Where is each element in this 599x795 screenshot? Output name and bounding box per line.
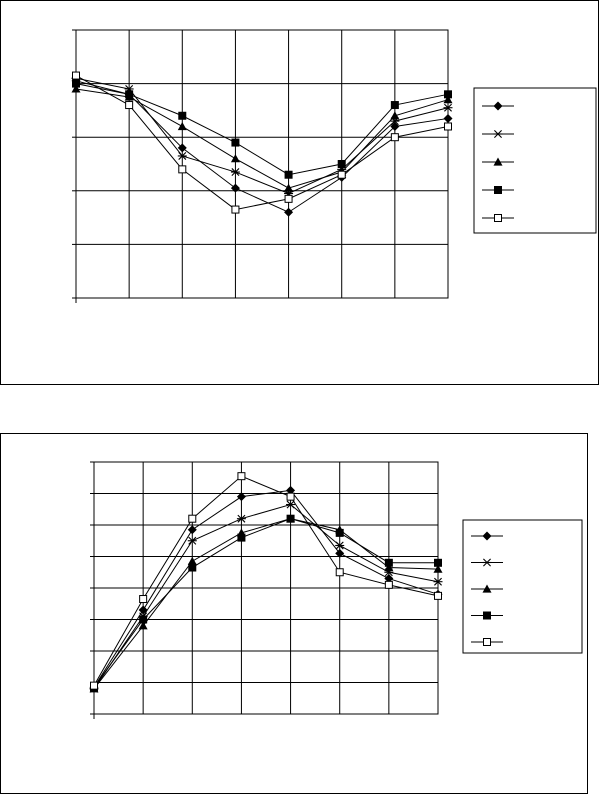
bottom-series-1-point (187, 525, 197, 535)
top-series-2-point (177, 151, 187, 160)
top-series-5-point (390, 133, 399, 142)
bottom-legend-marker-4 (483, 611, 491, 620)
bottom-series-1-point (335, 548, 345, 558)
top-legend-marker-1 (493, 101, 503, 111)
top-series-4-point (231, 138, 240, 147)
bottom-series-4-point (286, 514, 295, 523)
bottom-series-4-line (93, 518, 438, 688)
top-legend-marker-2 (493, 130, 503, 138)
top-series-4-point (337, 160, 346, 168)
top-plot-area (75, 29, 449, 299)
bottom-series-5-point (90, 681, 98, 690)
bottom-series-4-point (434, 558, 442, 567)
bottom-series-4-point (139, 615, 148, 624)
top-series-3-point (443, 95, 453, 104)
top-series-3-point (71, 84, 81, 93)
top-legend (473, 87, 597, 234)
top-series-5-line (75, 75, 449, 211)
top-series-4-line (75, 83, 449, 176)
top-series-4-point (178, 111, 187, 120)
top-legend-marker-4 (494, 186, 502, 194)
line-chart-bottom (89, 461, 583, 719)
top-series-2-line (75, 77, 449, 195)
top-series-5-point (72, 71, 80, 80)
bottom-series-5-point (384, 580, 393, 589)
top-series-5-point (125, 101, 134, 110)
bottom-series-3-point (187, 556, 197, 565)
top-series-3-point (284, 183, 294, 192)
top-series-2-point (443, 103, 453, 112)
bottom-series-1-point (236, 492, 246, 502)
top-series-4-point (444, 90, 452, 99)
top-series-4-point (390, 101, 399, 110)
bottom-series-1-line (93, 489, 439, 688)
top-series-1-point (177, 143, 187, 153)
bottom-series-3-point (433, 564, 443, 573)
bottom-series-5-point (139, 595, 148, 604)
bottom-series-4-point (188, 563, 197, 572)
line-chart-top (71, 29, 597, 303)
top-series-4-point (125, 90, 134, 99)
top-series-3-point (230, 154, 240, 163)
bottom-series-5-point (335, 568, 344, 577)
bottom-series-4-point (384, 558, 393, 567)
top-series-5-point (337, 170, 346, 179)
bottom-series-3-point (384, 563, 394, 572)
bottom-legend-marker-5 (483, 638, 491, 646)
bottom-series-2-point (433, 577, 443, 586)
bottom-series-4-point (335, 528, 344, 537)
top-series-2-point (230, 168, 240, 177)
top-series-3-line (75, 88, 449, 189)
top-series-3-point (390, 111, 400, 120)
bottom-series-2-point (187, 536, 197, 545)
top-series-5-point (444, 122, 452, 131)
bottom-series-2-point (286, 500, 296, 509)
bottom-series-1-point (286, 485, 296, 495)
bottom-series-1-point (384, 574, 394, 584)
top-series-1-point (390, 121, 400, 131)
top-series-1-point (284, 207, 294, 217)
top-series-5-point (231, 205, 240, 214)
bottom-series-5-line (93, 475, 439, 686)
bottom-series-2-point (335, 541, 345, 550)
bottom-series-4-point (237, 533, 246, 542)
bottom-series-3-line (93, 518, 439, 690)
bottom-series-5-point (237, 472, 246, 481)
top-series-4-point (284, 170, 293, 179)
bottom-legend-marker-1 (482, 531, 492, 541)
bottom-series-5-point (188, 514, 197, 523)
bottom-series-5-point (434, 591, 442, 600)
bottom-series-5-point (286, 492, 295, 501)
bottom-series-2-point (236, 514, 246, 523)
top-legend-marker-3 (493, 157, 503, 166)
bottom-series-3-point (138, 621, 148, 630)
top-series-1-line (75, 80, 449, 213)
bottom-legend-marker-3 (482, 584, 492, 593)
top-series-4-point (72, 79, 80, 88)
bottom-legend-marker-2 (482, 558, 492, 567)
chart-panel-bottom (0, 433, 588, 794)
top-series-1-point (443, 113, 453, 123)
top-legend-marker-5 (494, 214, 502, 222)
top-series-3-point (177, 121, 187, 131)
top-series-5-point (284, 194, 293, 203)
bottom-series-2-line (93, 503, 439, 690)
top-series-5-point (178, 165, 187, 174)
bottom-legend (462, 519, 583, 654)
chart-panel-top (0, 0, 599, 385)
top-series-1-point (230, 183, 240, 193)
